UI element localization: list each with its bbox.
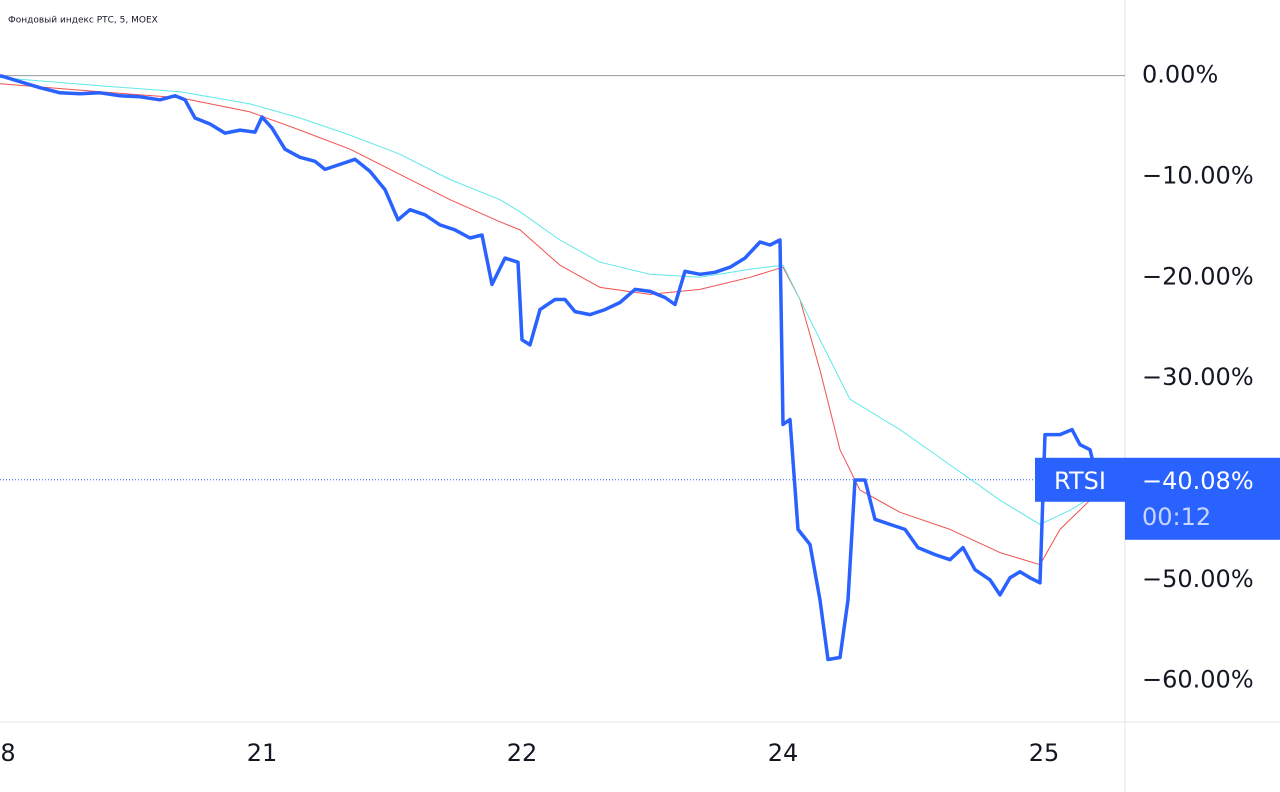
x-tick-label: 24 xyxy=(768,739,799,767)
y-tick-label: −30.00% xyxy=(1142,363,1254,391)
series-line xyxy=(0,83,1091,566)
series-label: RTSI xyxy=(1054,467,1106,495)
y-tick-label: 0.00% xyxy=(1142,61,1218,89)
price-label: −40.08% xyxy=(1142,467,1254,495)
y-tick-label: −10.00% xyxy=(1142,161,1254,189)
countdown-label: 00:12 xyxy=(1142,503,1211,531)
y-tick-label: −50.00% xyxy=(1142,565,1254,593)
y-tick-label: −20.00% xyxy=(1142,262,1254,290)
y-tick-label: −60.00% xyxy=(1142,666,1254,694)
series-line xyxy=(0,73,1097,662)
x-tick-label: 21 xyxy=(247,739,278,767)
series-line xyxy=(0,77,1096,525)
x-tick-label: 25 xyxy=(1029,739,1060,767)
price-label-box xyxy=(1125,457,1280,540)
x-tick-label: 8 xyxy=(0,739,15,767)
chart-title: Фондовый индекс РТС, 5, MOEX xyxy=(8,16,158,26)
x-tick-label: 22 xyxy=(507,739,538,767)
series-label-box xyxy=(1035,457,1125,502)
